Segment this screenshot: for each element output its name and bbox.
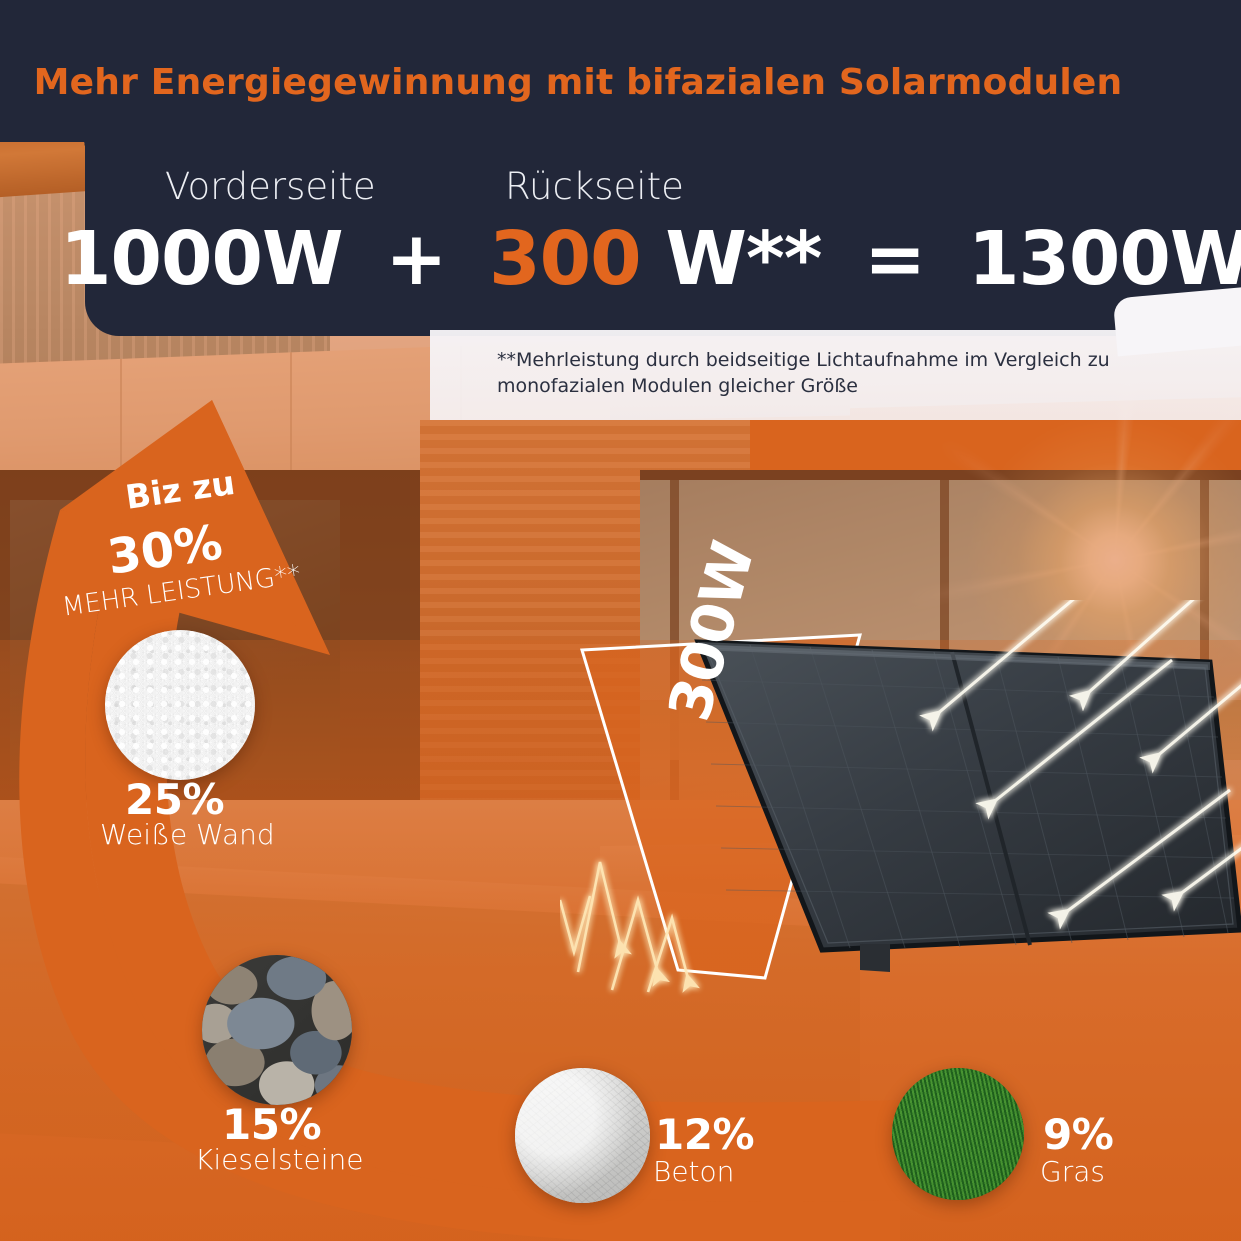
concrete-swatch: [515, 1068, 650, 1203]
navy-header-card: [85, 0, 1241, 336]
wattage-equation: 1000W + 300 W** = 1300W: [60, 216, 1241, 302]
total-watts: 1300W: [967, 216, 1241, 302]
material-percent-0: 25%: [125, 775, 225, 824]
material-percent-3: 9%: [1043, 1110, 1114, 1159]
back-watts-unit: W**: [665, 216, 822, 302]
material-name-2: Beton: [653, 1155, 735, 1188]
plus-sign: +: [385, 216, 447, 302]
white-wall-swatch: [105, 630, 255, 780]
reflected-light-arrows: [560, 861, 700, 993]
pebble-swatch: [202, 955, 352, 1105]
back-watts-number: 300: [489, 216, 641, 302]
page-title: Mehr Energiegewinnung mit bifazialen Sol…: [33, 62, 1123, 103]
material-name-1: Kieselsteine: [195, 1143, 364, 1176]
material-name-0: Weiße Wand: [100, 818, 275, 851]
front-watts: 1000W: [60, 216, 344, 302]
grass-swatch: [892, 1068, 1024, 1200]
material-percent-2: 12%: [655, 1110, 755, 1159]
navy-card-corner-notch: [45, 110, 125, 150]
material-percent-1: 15%: [222, 1100, 322, 1149]
front-side-label: Vorderseite: [165, 165, 376, 208]
curved-orange-arrow: Biz zu 30% MEHR LEISTUNG**: [19, 400, 900, 1241]
back-side-label: Rückseite: [505, 165, 684, 208]
roof-overhang: [1112, 285, 1241, 357]
footnote-text: **Mehrleistung durch beidseitige Lichtau…: [497, 349, 1110, 397]
equals-sign: =: [864, 216, 926, 302]
footnote-backdrop: [430, 330, 1241, 420]
incident-sun-rays: [919, 600, 1241, 930]
material-name-3: Gras: [1040, 1155, 1105, 1188]
solar-panel-illustration: [560, 600, 1241, 993]
